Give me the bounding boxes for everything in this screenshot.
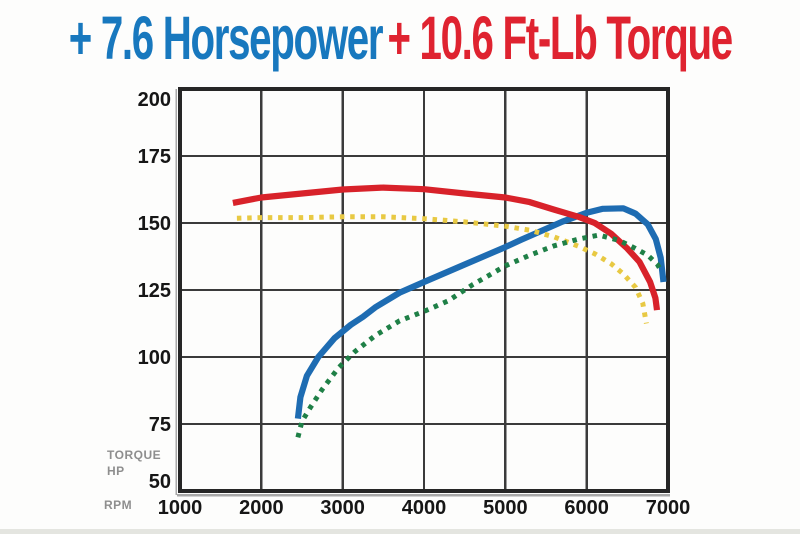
- y-tick-label: 150: [138, 213, 171, 235]
- hp-axis-label: HP: [107, 464, 125, 478]
- x-tick-label: 4000: [402, 497, 447, 519]
- y-tick-label: 175: [138, 146, 171, 168]
- x-tick-label: 7000: [646, 497, 691, 519]
- y-tick-label: 125: [138, 280, 171, 302]
- torque-stock-curve: [236, 214, 649, 324]
- x-tick-label: 5000: [483, 497, 528, 519]
- y-tick-label: 100: [138, 347, 171, 369]
- torque-modified-curve: [232, 184, 661, 311]
- rpm-axis-label: RPM: [104, 498, 133, 512]
- y-tick-label: 200: [138, 89, 171, 111]
- horsepower-modified-curve: [294, 205, 667, 419]
- torque-axis-label: TORQUE: [107, 448, 162, 462]
- x-tick-label: 6000: [564, 497, 609, 519]
- plot-border: [178, 87, 670, 493]
- scan-edge-strip: [0, 529, 800, 534]
- horsepower-stock-curve: [295, 232, 664, 439]
- y-tick-label: 50: [149, 471, 171, 493]
- x-tick-label: 1000: [158, 497, 203, 519]
- x-tick-label: 2000: [239, 497, 284, 519]
- y-tick-label: 75: [149, 414, 171, 436]
- x-tick-label: 3000: [320, 497, 365, 519]
